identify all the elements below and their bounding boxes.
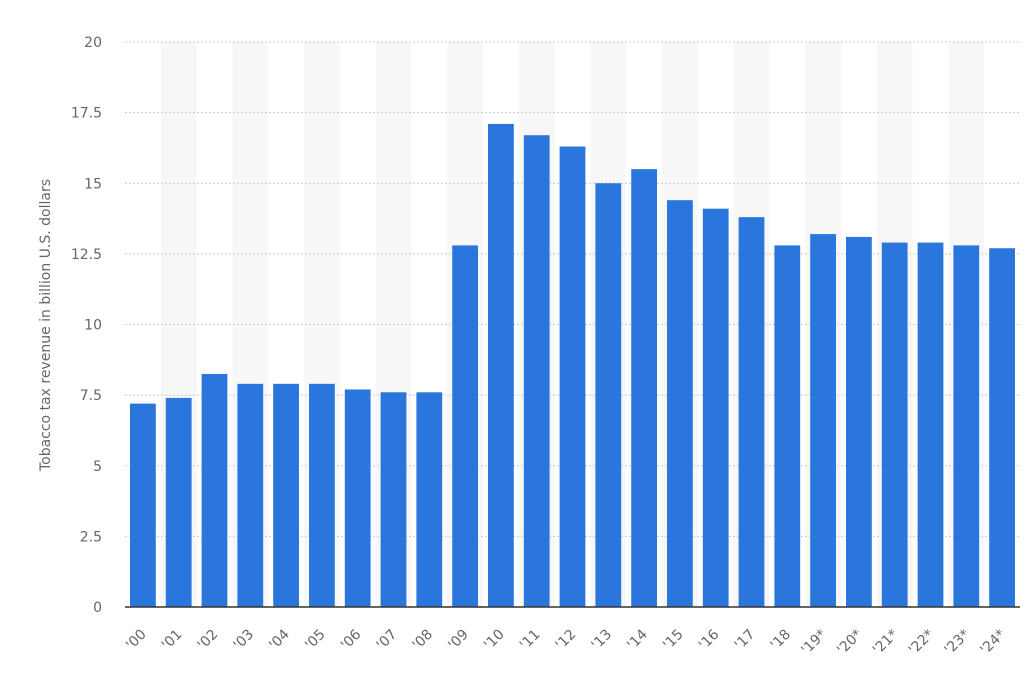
x-tick-label: '13: [588, 627, 615, 654]
y-tick-label: 17.5: [71, 106, 102, 122]
y-tick-label: 5: [93, 459, 102, 475]
x-tick-label: '02: [195, 627, 222, 654]
bar: [953, 245, 980, 607]
x-tick-label: '16: [696, 626, 723, 653]
x-tick-label: '00: [123, 627, 150, 654]
x-tick-label: '15: [660, 627, 687, 654]
x-tick-label: '05: [302, 627, 329, 654]
y-tick-label: 20: [84, 35, 102, 51]
y-tick-label: 0: [93, 600, 102, 616]
bar: [810, 234, 836, 607]
y-tick-label: 7.5: [80, 388, 102, 404]
x-tick-label: '23*: [942, 627, 974, 659]
bar: [523, 135, 550, 607]
x-tick-label: '24*: [977, 627, 1009, 659]
x-tick-label: '01: [159, 627, 186, 654]
y-tick-label: 2.5: [80, 529, 102, 545]
bar: [201, 373, 228, 607]
x-tick-label: '14: [624, 626, 651, 653]
bar: [416, 392, 443, 607]
x-tick-label: '22*: [906, 627, 938, 659]
y-tick-label: 10: [84, 318, 102, 334]
bar: [917, 242, 944, 607]
bar: [631, 169, 657, 607]
x-tick-label: '18: [767, 627, 794, 654]
y-tick-label: 15: [84, 176, 102, 192]
y-axis-label: Tobacco tax revenue in billion U.S. doll…: [38, 179, 54, 472]
x-tick-label: '07: [374, 627, 401, 654]
x-tick-label: '19*: [798, 627, 830, 659]
bar: [846, 236, 872, 608]
bar: [738, 217, 765, 607]
bar: [165, 397, 192, 607]
bar: [273, 383, 299, 607]
bar: [344, 389, 371, 607]
x-tick-label: '12: [553, 627, 580, 654]
x-tick-label: '10: [481, 627, 508, 654]
x-tick-label: '17: [732, 627, 759, 654]
x-tick-label: '03: [230, 627, 257, 654]
bar: [774, 245, 801, 607]
x-tick-label: '04: [266, 626, 293, 653]
x-tick-label: '21*: [870, 627, 902, 659]
y-tick-label: 12.5: [71, 247, 102, 263]
bar: [989, 248, 1015, 607]
x-tick-label: '09: [445, 627, 472, 654]
bar: [309, 383, 335, 607]
x-tick-label: '06: [338, 626, 365, 653]
bar: [667, 200, 693, 607]
bar: [881, 242, 908, 607]
bar: [702, 208, 729, 608]
x-tick-label: '20*: [834, 627, 866, 659]
bar: [452, 245, 478, 607]
x-tick-label: '08: [409, 627, 436, 654]
bar: [237, 383, 264, 607]
bar: [380, 392, 407, 607]
bar: [559, 146, 586, 607]
x-tick-label: '11: [517, 627, 544, 654]
bar: [595, 183, 622, 607]
bar: [130, 403, 156, 607]
bar: [488, 123, 514, 608]
